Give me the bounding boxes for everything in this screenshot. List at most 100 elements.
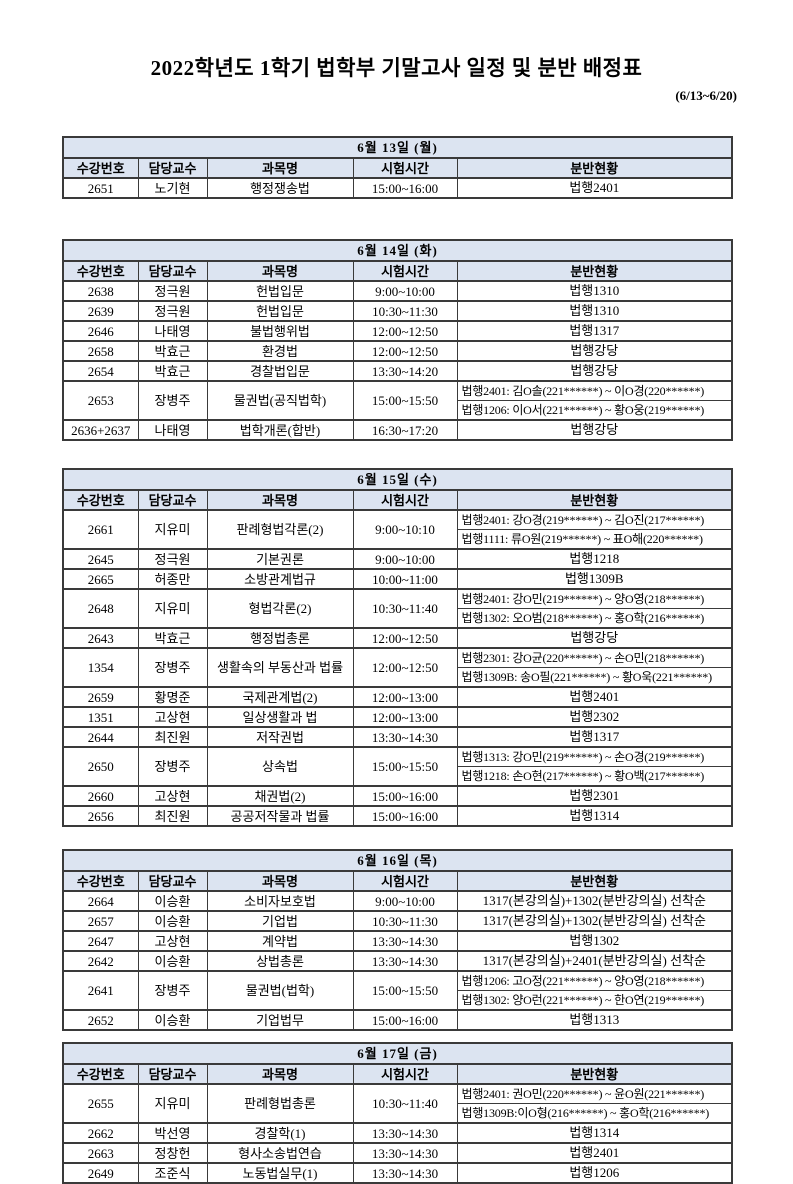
subject-cell: 기본권론 [206, 548, 354, 570]
professor-cell: 지유미 [137, 1083, 208, 1124]
table-row: 2652 이승환 기업법무 15:00~16:00 법행1313 [62, 1009, 733, 1031]
col-header-time: 시험시간 [352, 489, 458, 511]
rooms-cell: 법행1302 [456, 930, 733, 952]
subject-cell: 계약법 [206, 930, 354, 952]
subject-cell: 기업법 [206, 910, 354, 932]
room-assignment-line: 법행2401: 강O민(219******) ~ 양O영(218******) [461, 592, 705, 606]
col-header-subject: 과목명 [206, 260, 354, 282]
date-header-row: 6월 15일 (수) [62, 468, 733, 491]
table-row: 1351 고상현 일상생활과 법 12:00~13:00 법행2302 [62, 706, 733, 728]
rooms-cell: 법행1218 [456, 548, 733, 570]
professor-cell: 최진원 [137, 726, 208, 748]
column-header-row: 수강번호 담당교수 과목명 시험시간 분반현황 [62, 157, 733, 179]
course-no-cell: 1354 [62, 647, 139, 688]
col-header-course-no: 수강번호 [62, 489, 139, 511]
col-header-rooms: 분반현황 [456, 489, 733, 511]
subject-cell: 물권법(공직법학) [206, 380, 354, 421]
subject-cell: 형사소송법연습 [206, 1142, 354, 1164]
rooms-cell: 1317(본강의실)+1302(분반강의실) 선착순 [456, 910, 733, 932]
course-no-cell: 2647 [62, 930, 139, 952]
time-cell: 15:00~16:00 [352, 1009, 458, 1031]
rooms-cell: 법행1206 [456, 1162, 733, 1184]
subject-cell: 저작권법 [206, 726, 354, 748]
rooms-cell: 법행1313: 강O민(219******) ~ 손O경(219******) 법… [456, 746, 733, 787]
room-assignment-line: 법행2401: 강O경(219******) ~ 김O진(217******) [461, 513, 705, 527]
rooms-cell: 법행1317 [456, 726, 733, 748]
room-assignment: 법행2401 [569, 180, 620, 195]
professor-cell: 장병주 [137, 380, 208, 421]
time-cell: 10:30~11:40 [352, 1083, 458, 1124]
table-date-header: 6월 15일 (수) [62, 468, 733, 491]
tables: 6월 13일 (월) 수강번호 담당교수 과목명 시험시간 분반현황 2651 노기현 행정쟁송… [62, 136, 734, 1184]
subject-cell: 헌법입문 [206, 280, 354, 302]
course-no-cell: 2636+2637 [62, 419, 139, 441]
col-header-subject: 과목명 [206, 870, 354, 892]
table-row: 2649 조준식 노동법실무(1) 13:30~14:30 법행1206 [62, 1162, 733, 1184]
course-no-cell: 2655 [62, 1083, 139, 1124]
time-cell: 9:00~10:00 [352, 548, 458, 570]
time-cell: 13:30~14:30 [352, 726, 458, 748]
professor-cell: 고상현 [137, 930, 208, 952]
rooms-cell: 법행1313 [456, 1009, 733, 1031]
course-no-cell: 2663 [62, 1142, 139, 1164]
room-assignment: 법행1218 [569, 551, 620, 566]
time-cell: 12:00~12:50 [352, 340, 458, 362]
course-no-cell: 2638 [62, 280, 139, 302]
subject-cell: 행정법총론 [206, 627, 354, 649]
room-assignment: 법행2401 [569, 1145, 620, 1160]
subject-cell: 경찰법입문 [206, 360, 354, 382]
time-cell: 15:00~16:00 [352, 805, 458, 827]
room-assignment-line: 법행2401: 권O민(220******) ~ 윤O원(221******) [461, 1087, 705, 1101]
time-cell: 13:30~14:30 [352, 950, 458, 972]
professor-cell: 황명준 [137, 686, 208, 708]
subject-cell: 국제관계법(2) [206, 686, 354, 708]
time-cell: 15:00~16:00 [352, 785, 458, 807]
room-assignment: 법행강당 [570, 630, 619, 645]
room-assignment-line: 법행1309B:이O형(216******) ~ 홍O학(216******) [458, 1103, 732, 1121]
document-page: 2022학년도 1학기 법학부 기말고사 일정 및 분반 배정표 (6/13~6… [0, 52, 793, 1184]
room-assignment: 1317(본강의실)+1302(분반강의실) 선착순 [482, 893, 706, 908]
col-header-course-no: 수강번호 [62, 870, 139, 892]
table-row: 2650 장병주 상속법 15:00~15:50 법행1313: 강O민(219****… [62, 746, 733, 787]
course-no-cell: 2642 [62, 950, 139, 972]
exam-day-table: 6월 13일 (월) 수강번호 담당교수 과목명 시험시간 분반현황 2651 노기현 행정쟁송… [62, 136, 734, 199]
exam-day-table: 6월 14일 (화) 수강번호 담당교수 과목명 시험시간 분반현황 2638 정극원 헌법입문… [62, 239, 734, 441]
col-header-professor: 담당교수 [137, 1063, 208, 1085]
course-no-cell: 1351 [62, 706, 139, 728]
subject-cell: 물권법(법학) [206, 970, 354, 1011]
col-header-time: 시험시간 [352, 260, 458, 282]
exam-day-table: 6월 15일 (수) 수강번호 담당교수 과목명 시험시간 분반현황 2661 지유미 판례형법… [62, 468, 734, 827]
date-range: (6/13~6/20) [675, 88, 737, 103]
table-row: 2657 이승환 기업법 10:30~11:30 1317(본강의실)+1302(분반강… [62, 910, 733, 932]
col-header-professor: 담당교수 [137, 870, 208, 892]
rooms-cell: 법행1310 [456, 300, 733, 322]
subject-cell: 판례형법각론(2) [206, 509, 354, 550]
time-cell: 13:30~14:30 [352, 1162, 458, 1184]
col-header-rooms: 분반현황 [456, 260, 733, 282]
col-header-course-no: 수강번호 [62, 260, 139, 282]
time-cell: 13:30~14:20 [352, 360, 458, 382]
course-no-cell: 2658 [62, 340, 139, 362]
room-assignment-line: 법행1313: 강O민(219******) ~ 손O경(219******) [461, 750, 705, 764]
rooms-cell: 법행1206: 고O정(221******) ~ 양O영(218******) 법… [456, 970, 733, 1011]
table-row: 2646 나태영 불법행위법 12:00~12:50 법행1317 [62, 320, 733, 342]
rooms-cell: 1317(본강의실)+2401(분반강의실) 선착순 [456, 950, 733, 972]
table-row: 1354 장병주 생활속의 부동산과 법률 12:00~12:50 법행2301: 강O… [62, 647, 733, 688]
subject-cell: 노동법실무(1) [206, 1162, 354, 1184]
professor-cell: 나태영 [137, 320, 208, 342]
course-no-cell: 2651 [62, 177, 139, 199]
room-assignment: 법행1314 [569, 1125, 620, 1140]
subject-cell: 법학개론(합반) [206, 419, 354, 441]
professor-cell: 이승환 [137, 1009, 208, 1031]
room-assignment: 법행2302 [569, 709, 620, 724]
professor-cell: 나태영 [137, 419, 208, 441]
col-header-course-no: 수강번호 [62, 157, 139, 179]
professor-cell: 박효근 [137, 360, 208, 382]
time-cell: 15:00~16:00 [352, 177, 458, 199]
professor-cell: 이승환 [137, 950, 208, 972]
table-row: 2665 허종만 소방관계법규 10:00~11:00 법행1309B [62, 568, 733, 590]
course-no-cell: 2652 [62, 1009, 139, 1031]
col-header-time: 시험시간 [352, 1063, 458, 1085]
rooms-cell: 법행2301 [456, 785, 733, 807]
subject-cell: 채권법(2) [206, 785, 354, 807]
